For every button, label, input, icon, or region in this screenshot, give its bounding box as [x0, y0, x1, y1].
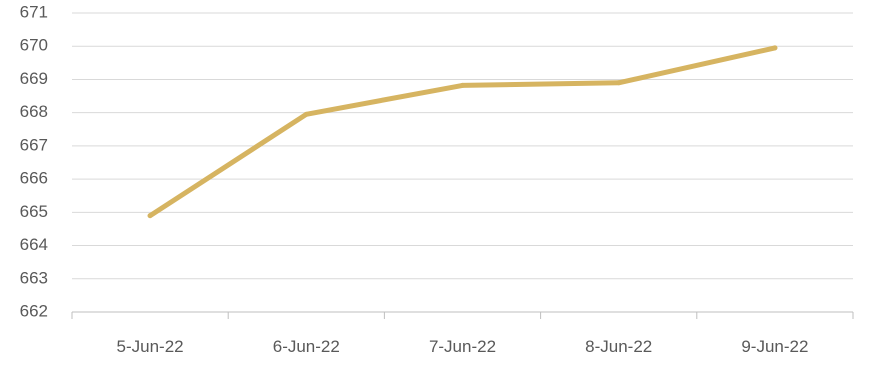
- x-tick-label: 6-Jun-22: [273, 337, 340, 356]
- x-tick-label: 9-Jun-22: [741, 337, 808, 356]
- data-point-6-Jun-22: [303, 111, 309, 117]
- y-tick-label: 668: [20, 102, 48, 121]
- y-tick-label: 669: [20, 69, 48, 88]
- y-tick-label: 664: [20, 235, 48, 254]
- x-tick-label: 5-Jun-22: [117, 337, 184, 356]
- x-tick-label: 8-Jun-22: [585, 337, 652, 356]
- x-axis: 5-Jun-22 6-Jun-22 7-Jun-22 8-Jun-22 9-Jun-22: [71, 311, 854, 356]
- data-point-8-Jun-22: [616, 80, 622, 86]
- y-tick-label: 670: [20, 36, 48, 55]
- series-line-0: [147, 45, 778, 219]
- data-point-5-Jun-22: [147, 213, 153, 219]
- y-tick-label: 667: [20, 135, 48, 154]
- data-point-9-Jun-22: [772, 45, 778, 51]
- series-layer: [147, 45, 778, 219]
- gridlines: [72, 12, 853, 280]
- y-tick-label: 671: [20, 2, 48, 21]
- y-tick-label: 662: [20, 301, 48, 320]
- data-point-7-Jun-22: [460, 82, 465, 88]
- y-axis-ticks: 662 663 664 665 666 667 668 669 670 671: [20, 2, 48, 320]
- y-tick-label: 665: [20, 202, 48, 221]
- y-tick-label: 663: [20, 268, 48, 287]
- x-tick-label: 7-Jun-22: [429, 337, 496, 356]
- y-tick-label: 666: [20, 169, 48, 188]
